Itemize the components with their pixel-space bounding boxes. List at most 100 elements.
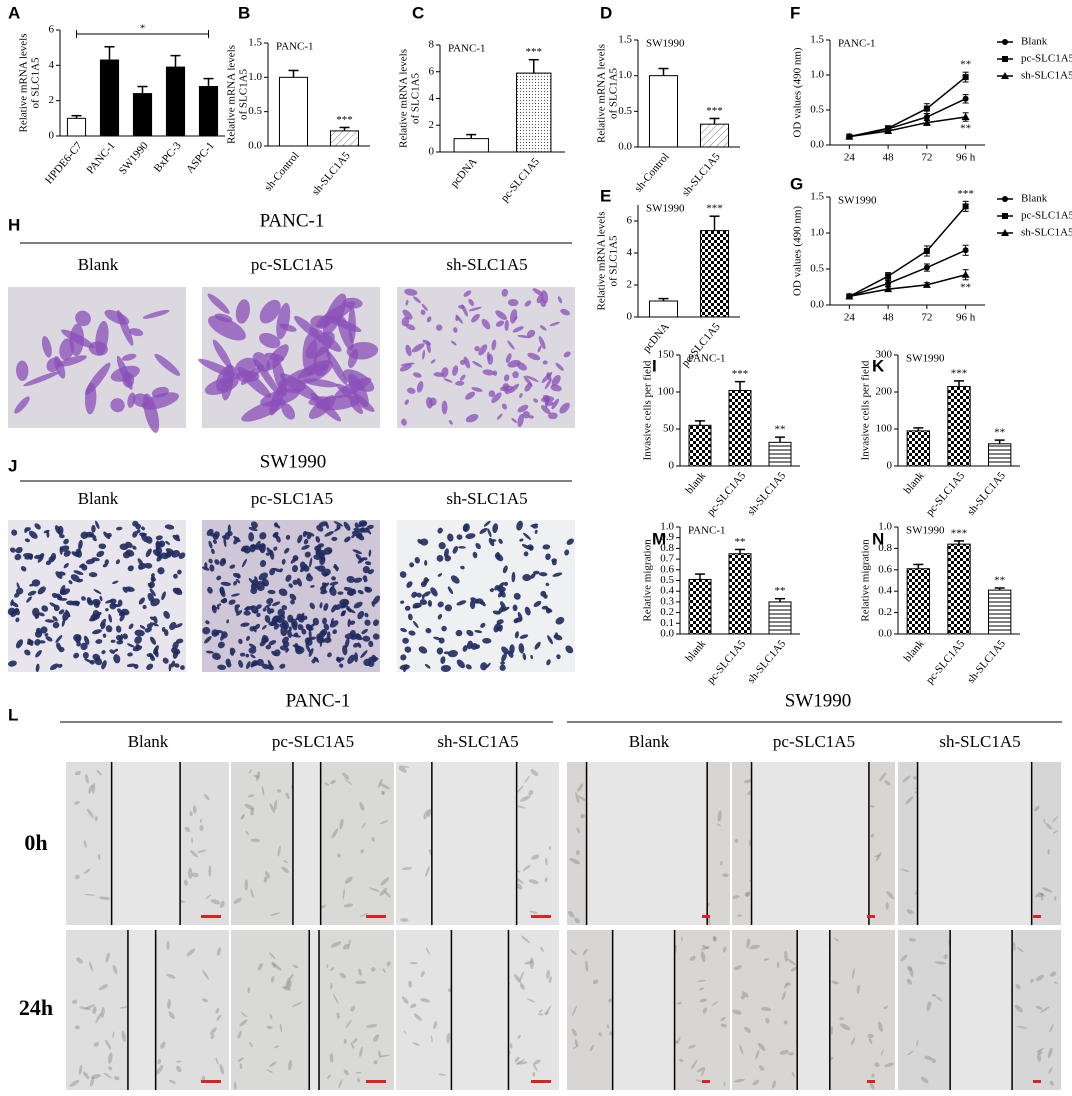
cell xyxy=(1035,974,1044,982)
cell xyxy=(577,783,584,792)
cell xyxy=(169,622,177,631)
cell xyxy=(513,618,519,624)
cell xyxy=(342,943,349,950)
cell xyxy=(100,622,106,630)
cell xyxy=(429,397,437,406)
cell xyxy=(474,345,480,352)
cell xyxy=(355,553,363,562)
cell xyxy=(59,584,66,595)
cell xyxy=(128,623,134,630)
cell xyxy=(109,649,116,654)
cell xyxy=(241,558,248,568)
cell xyxy=(256,612,261,618)
cell xyxy=(120,608,130,616)
cell xyxy=(297,624,304,631)
y-tick-label: 0.0 xyxy=(810,299,824,311)
cell xyxy=(580,814,585,819)
x-tick-label: sh-SLC1A5 xyxy=(680,150,723,198)
cell xyxy=(402,309,413,320)
cell xyxy=(80,531,89,539)
column-label: pc-SLC1A5 xyxy=(272,732,354,751)
cell xyxy=(369,887,380,892)
cell xyxy=(174,587,182,594)
scale-bar xyxy=(867,915,875,918)
cell xyxy=(14,608,20,616)
cell xyxy=(351,530,362,537)
y-tick-label: 0.0 xyxy=(878,628,892,640)
point xyxy=(923,248,930,254)
cell xyxy=(336,383,375,412)
cell xyxy=(534,529,538,534)
cell xyxy=(681,936,683,942)
cell xyxy=(528,415,534,419)
cell xyxy=(139,625,146,630)
cell xyxy=(305,643,311,653)
cell xyxy=(466,629,474,637)
cell xyxy=(63,538,69,545)
cell xyxy=(358,968,363,976)
cell xyxy=(433,636,441,641)
cell xyxy=(472,361,483,368)
cell xyxy=(552,572,563,577)
cell xyxy=(209,564,215,572)
cell xyxy=(915,1039,919,1047)
cell xyxy=(264,603,272,608)
cell xyxy=(851,1037,856,1046)
y-axis-label: OD values (490 nm) xyxy=(792,47,804,137)
cell xyxy=(531,854,540,860)
cell xyxy=(273,546,278,551)
cell xyxy=(255,540,261,548)
panel-letter: G xyxy=(790,174,803,193)
cell xyxy=(507,340,515,350)
cell xyxy=(205,650,214,654)
bar xyxy=(198,86,219,137)
x-tick-label: pc-SLC1A5 xyxy=(924,469,968,518)
cell xyxy=(279,1023,283,1033)
cell xyxy=(440,664,451,672)
cell xyxy=(220,598,228,604)
cell xyxy=(329,581,339,586)
y-tick-label: 1.0 xyxy=(660,521,674,533)
cell xyxy=(83,868,91,875)
cell xyxy=(523,551,529,557)
cell xyxy=(931,1058,936,1064)
cell xyxy=(488,537,495,547)
cell xyxy=(522,411,530,419)
cell xyxy=(478,344,488,356)
column-label: Blank xyxy=(128,732,169,751)
cell xyxy=(468,306,482,312)
cell xyxy=(257,962,263,971)
bar xyxy=(728,390,752,467)
y-tick-label: 6 xyxy=(49,24,55,36)
scratch-gap xyxy=(586,762,708,925)
x-tick-label: sh-Control xyxy=(262,150,301,194)
cell xyxy=(245,830,250,836)
y-tick-label: 1.0 xyxy=(810,69,824,81)
cell xyxy=(765,1017,770,1024)
cell xyxy=(551,374,561,386)
cell xyxy=(324,782,330,786)
cell xyxy=(480,662,488,671)
cell xyxy=(342,772,350,780)
cell xyxy=(420,538,429,546)
cell xyxy=(240,814,245,820)
cells xyxy=(198,293,379,422)
legend-label: sh-SLC1A5 xyxy=(1021,70,1072,82)
cell xyxy=(516,785,524,794)
cell xyxy=(373,1060,378,1065)
cell xyxy=(260,388,300,407)
cell xyxy=(15,617,20,623)
y-tick-label: 0.2 xyxy=(878,606,892,618)
cell xyxy=(1053,981,1059,984)
cell xyxy=(125,549,135,557)
scratch-gap xyxy=(451,930,509,1090)
cell xyxy=(468,298,475,306)
cell xyxy=(96,769,102,776)
cell xyxy=(105,608,109,612)
cell xyxy=(234,357,257,377)
point xyxy=(962,203,969,210)
cell xyxy=(279,622,287,628)
x-tick-label: 24 xyxy=(844,312,856,324)
cell xyxy=(146,663,154,670)
cell xyxy=(405,344,412,357)
